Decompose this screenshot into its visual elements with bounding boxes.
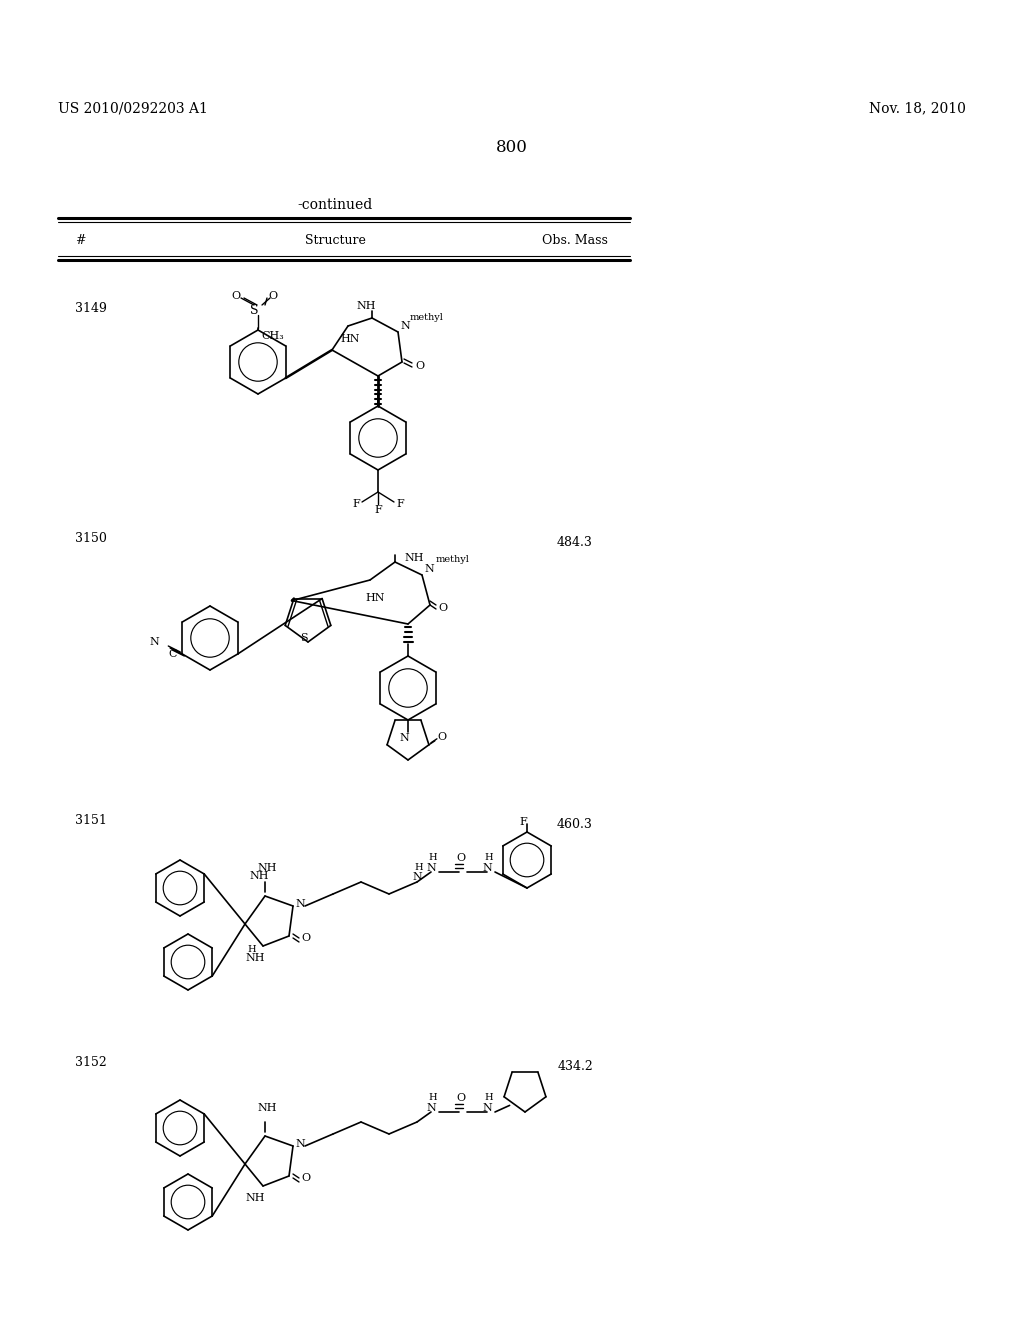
Text: 484.3: 484.3 bbox=[557, 536, 593, 549]
Text: methyl: methyl bbox=[436, 556, 470, 565]
Text: H: H bbox=[247, 945, 256, 954]
Text: S: S bbox=[300, 634, 308, 643]
Text: N: N bbox=[426, 863, 436, 873]
Text: Structure: Structure bbox=[304, 235, 366, 248]
Text: Obs. Mass: Obs. Mass bbox=[542, 235, 608, 248]
Text: O: O bbox=[437, 731, 446, 742]
Text: F: F bbox=[352, 499, 359, 510]
Text: N: N bbox=[424, 564, 434, 574]
Text: C: C bbox=[168, 649, 176, 659]
Text: H: H bbox=[484, 1093, 494, 1102]
Text: HN: HN bbox=[340, 334, 359, 345]
Text: 800: 800 bbox=[496, 140, 528, 157]
Text: F: F bbox=[396, 499, 403, 510]
Text: N: N bbox=[412, 873, 422, 882]
Text: O: O bbox=[457, 853, 466, 863]
Text: US 2010/0292203 A1: US 2010/0292203 A1 bbox=[58, 102, 208, 115]
Text: N: N bbox=[426, 1104, 436, 1113]
Text: CH₃: CH₃ bbox=[261, 331, 284, 341]
Text: 434.2: 434.2 bbox=[557, 1060, 593, 1072]
Text: 3150: 3150 bbox=[75, 532, 106, 544]
Text: NH: NH bbox=[356, 301, 376, 312]
Text: F: F bbox=[519, 817, 527, 828]
Text: methyl: methyl bbox=[410, 314, 443, 322]
Text: N: N bbox=[295, 1139, 305, 1148]
Text: NH: NH bbox=[404, 553, 424, 564]
Text: NH: NH bbox=[245, 1193, 264, 1203]
Text: O: O bbox=[438, 603, 447, 612]
Text: O: O bbox=[457, 1093, 466, 1104]
Text: N: N bbox=[150, 638, 159, 647]
Text: NH: NH bbox=[257, 1104, 276, 1113]
Text: HN: HN bbox=[365, 593, 384, 603]
Text: H: H bbox=[429, 854, 437, 862]
Text: NH: NH bbox=[249, 871, 268, 880]
Text: O: O bbox=[415, 360, 424, 371]
Text: H: H bbox=[484, 854, 494, 862]
Text: N: N bbox=[482, 863, 492, 873]
Text: F: F bbox=[374, 506, 382, 515]
Text: -continued: -continued bbox=[297, 198, 373, 213]
Text: N: N bbox=[295, 899, 305, 909]
Text: H: H bbox=[415, 863, 423, 873]
Text: 3149: 3149 bbox=[75, 301, 106, 314]
Text: N: N bbox=[400, 321, 410, 331]
Text: 460.3: 460.3 bbox=[557, 817, 593, 830]
Text: Nov. 18, 2010: Nov. 18, 2010 bbox=[869, 102, 966, 115]
Text: 3152: 3152 bbox=[75, 1056, 106, 1068]
Text: NH: NH bbox=[245, 953, 264, 964]
Text: 3151: 3151 bbox=[75, 813, 106, 826]
Text: N: N bbox=[482, 1104, 492, 1113]
Text: O: O bbox=[301, 1173, 310, 1183]
Text: H: H bbox=[429, 1093, 437, 1102]
Text: O: O bbox=[268, 290, 278, 301]
Text: #: # bbox=[75, 235, 85, 248]
Text: N: N bbox=[399, 733, 409, 743]
Text: O: O bbox=[231, 290, 241, 301]
Text: O: O bbox=[301, 933, 310, 942]
Text: NH: NH bbox=[257, 863, 276, 873]
Text: S: S bbox=[250, 304, 258, 317]
